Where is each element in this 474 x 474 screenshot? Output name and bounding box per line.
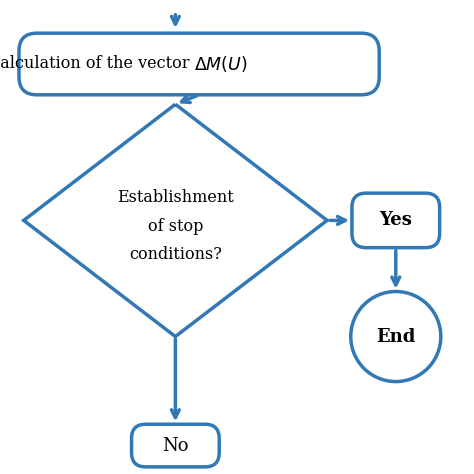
FancyBboxPatch shape — [19, 33, 379, 95]
Ellipse shape — [351, 292, 441, 382]
Text: End: End — [376, 328, 416, 346]
FancyBboxPatch shape — [131, 424, 219, 467]
Text: Yes: Yes — [379, 211, 412, 229]
Text: Establishment: Establishment — [117, 189, 234, 206]
Text: No: No — [162, 437, 189, 455]
Text: of stop: of stop — [148, 218, 203, 235]
Text: conditions?: conditions? — [129, 246, 222, 263]
Text: $\Delta\mathbf{\mathit{M}}(\mathbf{\mathit{U}})$: $\Delta\mathbf{\mathit{M}}(\mathbf{\math… — [194, 54, 248, 74]
FancyBboxPatch shape — [352, 193, 439, 247]
Text: Calculation of the vector: Calculation of the vector — [0, 55, 194, 73]
